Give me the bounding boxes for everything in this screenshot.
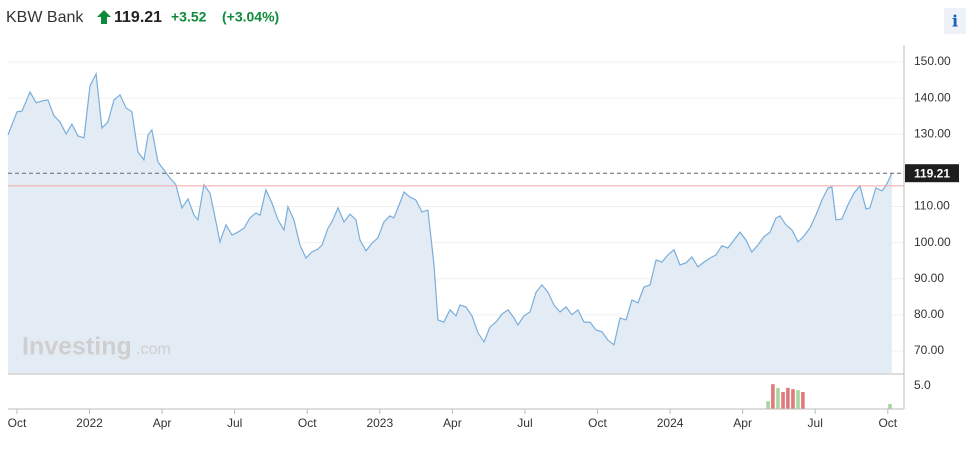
volume-bar	[776, 387, 780, 409]
volume-bar	[786, 387, 790, 409]
last-price-tag	[905, 164, 959, 183]
plot: 150.00 140.00 130.00 110.00 100.00 90.00 80.00…	[7, 45, 959, 430]
y-tick-label: 140.00	[914, 90, 951, 104]
y-tick-label: 70.00	[914, 343, 944, 357]
volume-bar	[771, 384, 775, 409]
x-tick-label: Apr	[733, 416, 752, 430]
price: 119.21	[114, 9, 162, 26]
volume-bar	[791, 389, 795, 409]
change: +3.52	[171, 9, 207, 25]
last-price-label: 119.21	[914, 166, 950, 180]
y-tick-label: 150.00	[914, 54, 951, 68]
up-arrow	[97, 10, 111, 24]
y-tick-label: 5.0	[914, 378, 931, 392]
y-tick-label: 80.00	[914, 307, 944, 321]
volume-bar	[801, 392, 805, 409]
info-icon[interactable]: i	[952, 12, 958, 31]
x-tick-label: Oct	[8, 416, 27, 430]
x-tick-label: Oct	[588, 416, 607, 430]
x-tick-label: Oct	[878, 416, 897, 430]
x-tick-label: Jul	[808, 416, 823, 430]
volume-bar	[781, 392, 785, 409]
price-line	[7, 71, 893, 346]
x-tick-label: 2022	[76, 416, 103, 430]
x-tick-label: Jul	[517, 416, 532, 430]
watermark-brand: Investing	[22, 333, 132, 361]
x-tick-label: Oct	[298, 416, 317, 430]
y-tick-label: 130.00	[914, 126, 951, 140]
y-tick-label: 90.00	[914, 271, 944, 285]
x-tick-label: Jul	[227, 416, 242, 430]
change-percent: (+3.04%)	[222, 9, 279, 25]
y-tick-label: 110.00	[914, 199, 950, 213]
x-tick-label: 2024	[657, 416, 684, 430]
watermark-suffix: .com	[136, 341, 171, 358]
area-fill	[8, 73, 892, 374]
x-tick-label: Apr	[153, 416, 172, 430]
volume-bar	[766, 401, 770, 409]
volume-bar	[796, 390, 800, 409]
x-tick-label: Apr	[443, 416, 462, 430]
instrument-name: KBW Bank	[6, 9, 84, 26]
x-tick-label: 2023	[366, 416, 393, 430]
y-tick-label: 100.00	[914, 235, 951, 249]
info-button[interactable]	[944, 8, 966, 34]
volume-bar	[888, 403, 892, 409]
